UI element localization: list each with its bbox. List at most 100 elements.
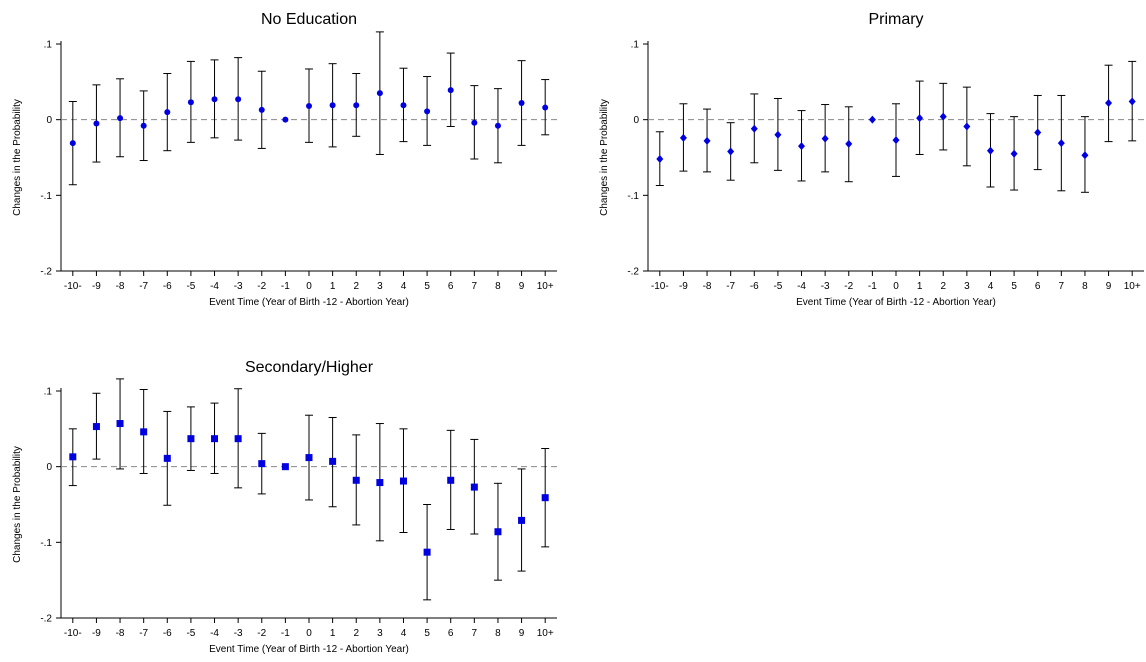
- data-point: [187, 435, 195, 443]
- x-axis-label: Event Time (Year of Birth -12 - Abortion…: [209, 644, 409, 655]
- x-tick-label: -4: [210, 281, 219, 292]
- y-tick-label: .1: [44, 40, 53, 51]
- x-tick-label: 6: [448, 628, 454, 639]
- x-tick-label: -4: [797, 281, 806, 292]
- x-tick-label: 5: [1011, 281, 1017, 292]
- x-tick-label: -3: [821, 281, 830, 292]
- data-point: [376, 479, 384, 487]
- x-tick-label: 3: [377, 628, 383, 639]
- x-tick-label: 1: [330, 281, 336, 292]
- chart-panel-2: Primary -.2 -.1 0 .1 Changes in the Probabili…: [599, 11, 1144, 308]
- x-tick-label: 2: [353, 281, 359, 292]
- x-tick-label: -2: [257, 281, 266, 292]
- y-tick-label: .1: [44, 387, 53, 398]
- data-point: [494, 122, 501, 129]
- data-point: [494, 528, 502, 536]
- x-tick-label: 9: [1106, 281, 1112, 292]
- data-point: [939, 112, 947, 121]
- data-point: [258, 460, 266, 468]
- chart-title: Primary: [868, 11, 923, 28]
- x-tick-label: 10+: [537, 281, 554, 292]
- data-point: [963, 122, 971, 131]
- x-tick-label: 1: [917, 281, 923, 292]
- data-point: [399, 477, 407, 485]
- chart-title: No Education: [261, 11, 357, 28]
- x-tick-label: 0: [306, 628, 312, 639]
- data-point: [163, 454, 171, 462]
- data-point: [656, 155, 664, 164]
- x-tick-label: -7: [139, 281, 148, 292]
- data-point: [1057, 139, 1065, 148]
- data-point: [281, 463, 289, 471]
- x-tick-label: 5: [424, 628, 430, 639]
- data-point: [845, 139, 853, 148]
- x-tick-label: -10-: [651, 281, 669, 292]
- data-point: [69, 140, 76, 147]
- data-point: [93, 120, 100, 127]
- x-tick-label: -2: [844, 281, 853, 292]
- x-tick-label: 2: [353, 628, 359, 639]
- data-point: [1081, 151, 1089, 160]
- data-point: [1128, 97, 1136, 106]
- data-point: [916, 114, 924, 123]
- data-point: [116, 420, 124, 428]
- x-tick-label: -5: [773, 281, 782, 292]
- data-point: [542, 104, 549, 111]
- data-point: [518, 100, 525, 107]
- data-point: [69, 453, 77, 461]
- x-tick-label: 7: [472, 281, 478, 292]
- x-tick-label: 10+: [1124, 281, 1141, 292]
- data-point: [352, 476, 360, 484]
- x-tick-label: 10+: [537, 628, 554, 639]
- data-point: [750, 124, 758, 133]
- data-point: [892, 136, 900, 145]
- data-point: [703, 136, 711, 145]
- y-axis-label: Changes in the Probability: [12, 446, 23, 563]
- data-point: [140, 428, 148, 436]
- y-tick-label: 0: [633, 115, 639, 126]
- data-point: [470, 483, 478, 491]
- x-tick-label: 4: [988, 281, 994, 292]
- x-tick-label: -5: [186, 628, 195, 639]
- y-axis-label: Changes in the Probability: [12, 99, 23, 216]
- x-tick-label: 9: [519, 281, 525, 292]
- x-tick-label: 8: [1082, 281, 1088, 292]
- data-point: [117, 115, 124, 122]
- data-point: [376, 90, 383, 97]
- data-point: [353, 102, 360, 109]
- x-tick-label: 0: [306, 281, 312, 292]
- y-tick-label: -.2: [40, 614, 52, 625]
- x-tick-label: -4: [210, 628, 219, 639]
- data-point: [234, 435, 242, 443]
- x-tick-label: 2: [940, 281, 946, 292]
- x-tick-label: 4: [401, 628, 407, 639]
- y-tick-label: -.2: [627, 267, 639, 278]
- data-point: [986, 146, 994, 155]
- x-tick-label: 6: [448, 281, 454, 292]
- data-point: [727, 147, 735, 156]
- x-tick-label: 0: [893, 281, 899, 292]
- data-point: [423, 548, 431, 556]
- data-point: [774, 130, 782, 139]
- x-tick-label: 7: [472, 628, 478, 639]
- data-point: [306, 103, 312, 110]
- x-tick-label: -8: [703, 281, 712, 292]
- x-tick-label: -1: [281, 281, 290, 292]
- x-tick-label: -9: [92, 281, 101, 292]
- x-tick-label: -9: [679, 281, 688, 292]
- data-point: [541, 494, 549, 502]
- chart-title: Secondary/Higher: [245, 359, 374, 376]
- chart-panel-1: No Education -.2 -.1 0 .1 Changes in the Prob…: [12, 11, 557, 308]
- x-tick-label: -3: [234, 281, 243, 292]
- data-point: [1105, 99, 1113, 108]
- y-tick-label: -.1: [40, 191, 52, 202]
- x-tick-label: 3: [377, 281, 383, 292]
- x-tick-label: 6: [1035, 281, 1041, 292]
- data-point: [329, 102, 336, 109]
- data-point: [518, 516, 526, 524]
- x-tick-label: 9: [519, 628, 525, 639]
- x-tick-label: -1: [281, 628, 290, 639]
- data-point: [447, 87, 454, 94]
- x-tick-label: -1: [868, 281, 877, 292]
- x-tick-label: -5: [186, 281, 195, 292]
